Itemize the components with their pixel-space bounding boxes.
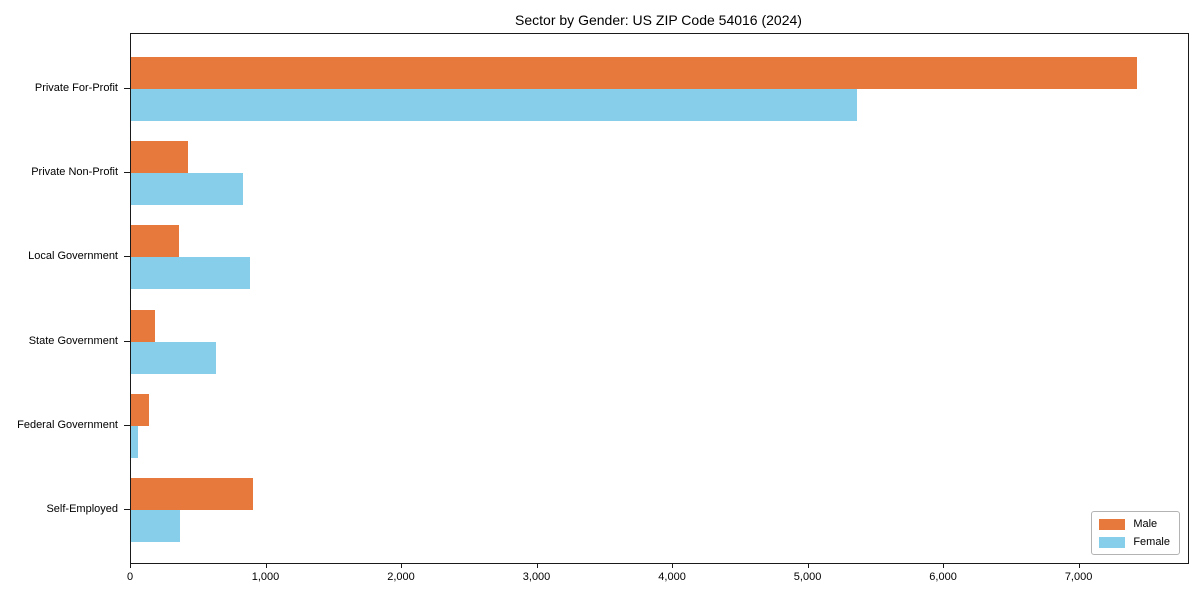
chart-title: Sector by Gender: US ZIP Code 54016 (202… (515, 12, 802, 28)
x-tick-mark (807, 563, 809, 568)
legend-swatch-male (1099, 518, 1126, 530)
category-label: Private For-Profit (34, 82, 118, 94)
y-tick-mark (124, 172, 130, 174)
x-tick-mark (401, 563, 403, 568)
y-tick-mark (124, 88, 130, 89)
x-tick-label: 7,000 (1064, 571, 1093, 583)
x-tick-label: 4,000 (658, 571, 686, 583)
legend-label: Male (1133, 518, 1158, 530)
legend: Male Female (1091, 511, 1180, 555)
bar-female (131, 173, 244, 206)
x-tick-mark (265, 563, 267, 568)
bar-male (131, 478, 253, 510)
bar-female (131, 341, 217, 374)
x-tick-mark (536, 563, 538, 568)
bar-male (131, 225, 180, 258)
bar-female (131, 510, 180, 542)
bar-female (131, 89, 858, 121)
category-label: State Government (28, 334, 118, 347)
y-tick-mark (124, 424, 130, 426)
legend-item-male: Male (1099, 518, 1170, 530)
category-label: Private Non-Profit (31, 166, 118, 179)
x-tick-label: 6,000 (929, 571, 957, 583)
bar-male (131, 309, 156, 342)
x-tick-label: 2,000 (387, 571, 415, 583)
plot-area: Male Female (130, 33, 1189, 564)
y-tick-mark (124, 256, 130, 258)
legend-swatch-female (1099, 536, 1126, 548)
x-tick-mark (1078, 563, 1080, 568)
y-tick-mark (124, 340, 130, 342)
x-tick-mark (943, 563, 945, 568)
legend-item-female: Female (1099, 536, 1170, 548)
x-tick-label: 0 (126, 571, 134, 583)
bar-female (131, 257, 251, 290)
bar-female (131, 425, 138, 458)
x-tick-label: 5,000 (793, 571, 822, 583)
x-tick-label: 1,000 (251, 571, 280, 583)
legend-label: Female (1133, 536, 1170, 548)
x-tick-label: 3,000 (522, 571, 551, 583)
category-label: Self-Employed (46, 503, 118, 515)
bar-male (131, 57, 1137, 89)
category-label: Local Government (28, 250, 118, 263)
bar-male (131, 393, 149, 426)
x-tick-mark (130, 563, 131, 568)
bar-male (131, 141, 188, 174)
category-label: Federal Government (17, 418, 118, 431)
y-tick-mark (124, 509, 130, 510)
x-tick-mark (672, 563, 674, 568)
